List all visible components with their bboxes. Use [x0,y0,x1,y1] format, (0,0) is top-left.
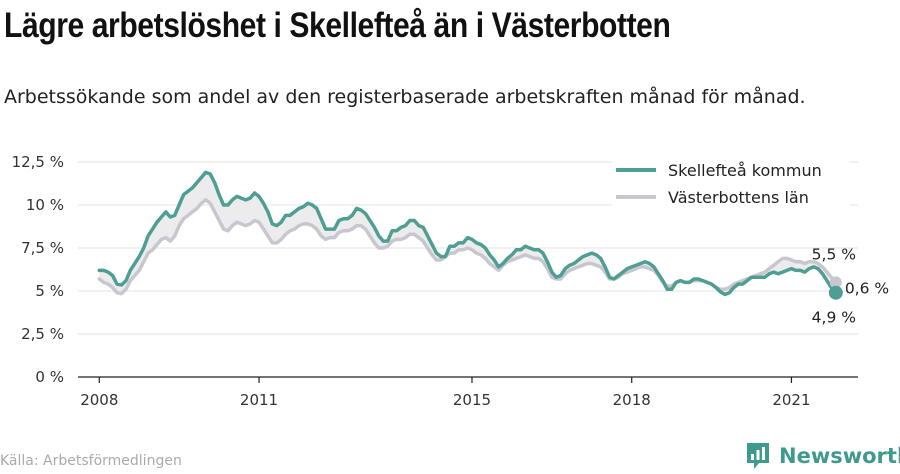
x-tick-label: 2021 [772,391,810,409]
y-tick-label: 5 % [35,282,64,300]
annotation-skelleftea-value: 4,9 % [812,309,856,327]
chart-title: Lägre arbetslöshet i Skellefteå än i Väs… [4,6,671,45]
end-marker-skelleftea [828,285,843,300]
legend-label: Skellefteå kommun [668,161,822,180]
y-tick-label: 0 % [35,368,64,386]
brand-logo[interactable]: Newsworthy [745,440,900,472]
end-marker-vasterbotten [829,276,842,289]
y-tick-label: 7,5 % [21,239,64,257]
x-tick-label: 2018 [613,391,651,409]
annotation-difference: 0,6 % [845,280,889,298]
y-tick-label: 2,5 % [21,325,64,343]
axes: 0 % 2,5 % 5 % 7,5 % 10 % 12,5 % 2008 2011 2015 20… [12,153,858,409]
x-tick-label: 2008 [80,391,118,409]
legend: Skellefteå kommun Västerbottens län [612,154,850,212]
end-annotations: 5,5 % 0,6 % 4,9 % [812,245,889,326]
legend-label: Västerbottens län [668,188,809,207]
series-line-skelleftea [97,170,838,297]
series-line-vasterbotten [97,198,838,296]
annotation-vasterbotten-value: 5,5 % [812,245,856,263]
y-tick-label: 10 % [26,196,64,214]
line-chart: 0 % 2,5 % 5 % 7,5 % 10 % 12,5 % 2008 2011 2015 20… [12,153,890,409]
y-tick-label: 12,5 % [12,153,64,171]
series-lines [97,170,843,300]
newsworthy-chart-logo-icon [747,443,769,469]
chart-subtitle: Arbetssökande som andel av den registerb… [4,86,806,108]
x-tick-label: 2015 [453,391,491,409]
source-label: Källa: Arbetsförmedlingen [0,453,182,469]
x-tick-label: 2011 [240,391,278,409]
brand-name: Newsworthy [779,444,900,468]
legend-background [612,154,850,212]
